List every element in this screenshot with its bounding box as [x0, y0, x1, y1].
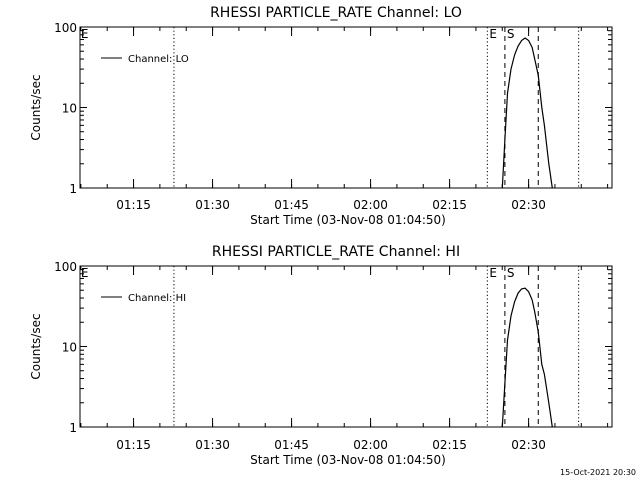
x-tick-label: 01:45	[274, 198, 309, 212]
chart-title: RHESSI PARTICLE_RATE Channel: HI	[212, 244, 460, 260]
x-tick-label: 01:30	[195, 438, 230, 452]
legend-entry: Channel: LO	[128, 54, 189, 65]
event-marker-label: E	[489, 27, 497, 41]
x-tick-label: 02:15	[432, 198, 467, 212]
y-axis-label: Counts/sec	[29, 74, 43, 140]
series-line-channel-hi	[501, 287, 553, 428]
y-tick-label: 1	[69, 182, 77, 196]
chart-title: RHESSI PARTICLE_RATE Channel: LO	[210, 5, 462, 21]
x-tick-label: 02:00	[353, 438, 388, 452]
y-tick-label: 1	[69, 421, 77, 435]
event-marker-label: S	[507, 27, 515, 41]
x-axis-label: Start Time (03-Nov-08 01:04:50)	[250, 213, 446, 227]
x-tick-label: 02:30	[511, 198, 546, 212]
y-tick-label: 10	[62, 102, 77, 116]
x-tick-label: 02:30	[511, 438, 546, 452]
event-marker-label: S	[507, 266, 515, 280]
x-tick-label: 01:30	[195, 198, 230, 212]
event-marker-label: E	[81, 27, 89, 41]
y-tick-label: 100	[54, 260, 77, 274]
plot-frame	[79, 26, 613, 189]
legend-entry: Channel: HI	[128, 293, 186, 304]
event-marker-label: E	[489, 266, 497, 280]
x-tick-label: 01:15	[116, 198, 151, 212]
x-tick-label: 01:15	[116, 438, 151, 452]
y-tick-label: 100	[54, 21, 77, 35]
event-marker-label: E	[81, 266, 89, 280]
x-tick-label: 02:15	[432, 438, 467, 452]
series-line-channel-lo	[501, 37, 553, 189]
x-tick-label: 02:00	[353, 198, 388, 212]
y-axis-label: Counts/sec	[29, 313, 43, 379]
y-tick-label: 10	[62, 341, 77, 355]
x-tick-label: 01:45	[274, 438, 309, 452]
footer-timestamp: 15-Oct-2021 20:30	[560, 468, 636, 477]
x-axis-label: Start Time (03-Nov-08 01:04:50)	[250, 453, 446, 467]
plot-frame	[79, 265, 613, 428]
